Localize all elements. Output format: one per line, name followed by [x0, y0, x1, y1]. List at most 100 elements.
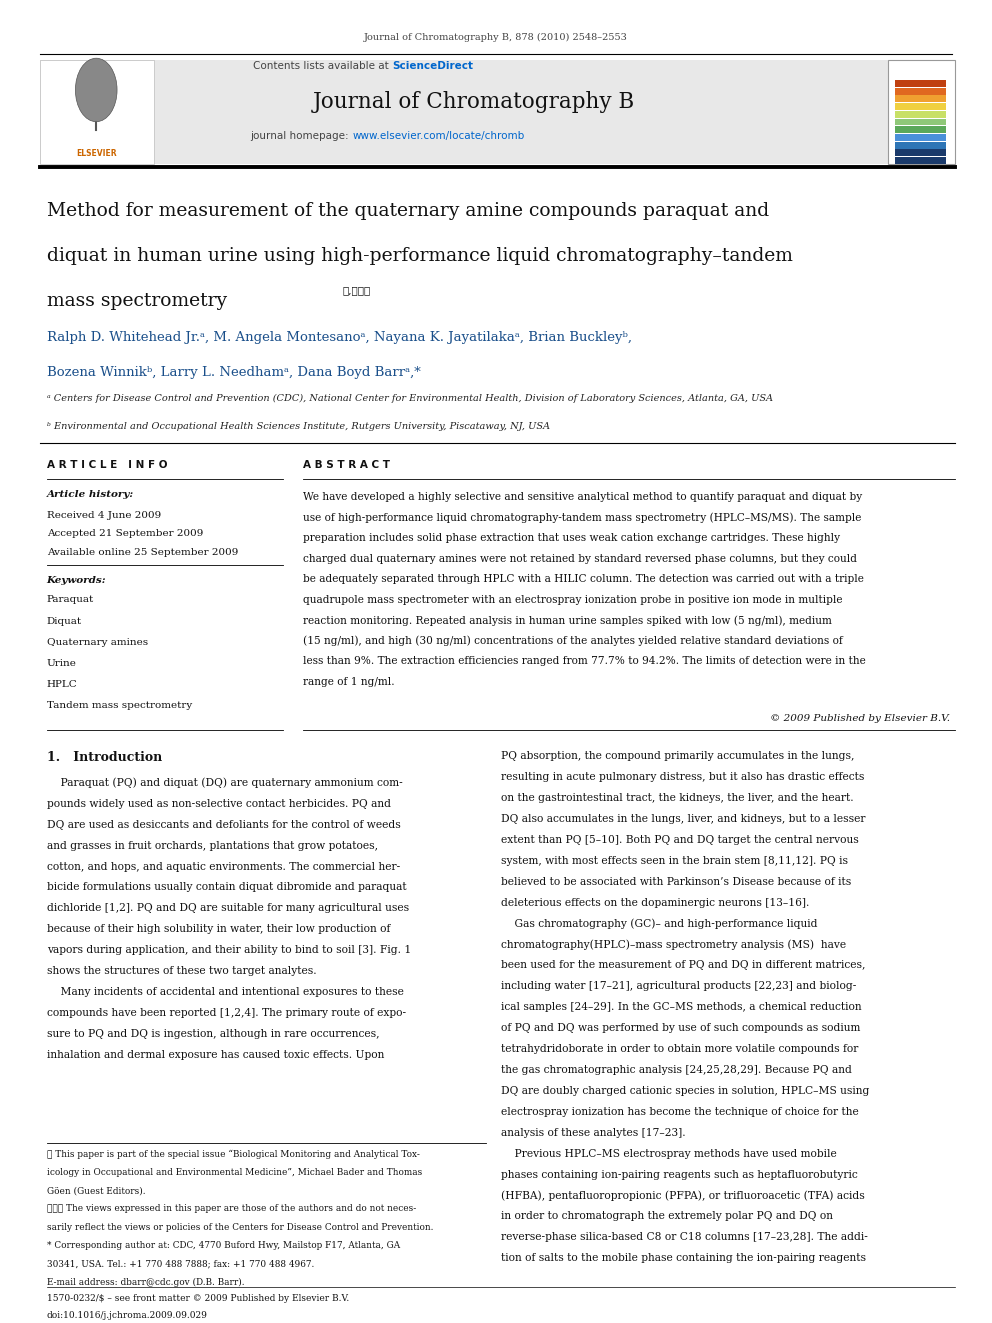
Bar: [895, 134, 946, 142]
Text: analysis of these analytes [17–23].: analysis of these analytes [17–23].: [501, 1127, 685, 1138]
Text: extent than PQ [5–10]. Both PQ and DQ target the central nervous: extent than PQ [5–10]. Both PQ and DQ ta…: [501, 835, 859, 845]
Text: Journal of Chromatography B, 878 (2010) 2548–2553: Journal of Chromatography B, 878 (2010) …: [364, 33, 628, 42]
Bar: [40, 60, 154, 164]
Text: Diquat: Diquat: [47, 617, 81, 626]
Text: sarily reflect the views or policies of the Centers for Disease Control and Prev: sarily reflect the views or policies of …: [47, 1222, 434, 1232]
Bar: [895, 95, 946, 102]
Text: ical samples [24–29]. In the GC–MS methods, a chemical reduction: ical samples [24–29]. In the GC–MS metho…: [501, 1003, 862, 1012]
Text: PQ absorption, the compound primarily accumulates in the lungs,: PQ absorption, the compound primarily ac…: [501, 751, 854, 762]
Text: resulting in acute pulmonary distress, but it also has drastic effects: resulting in acute pulmonary distress, b…: [501, 773, 864, 782]
Text: been used for the measurement of PQ and DQ in different matrices,: been used for the measurement of PQ and …: [501, 960, 865, 971]
Text: Contents lists available at: Contents lists available at: [253, 61, 392, 71]
Bar: [895, 111, 946, 118]
Text: 1570-0232/$ – see front matter © 2009 Published by Elsevier B.V.: 1570-0232/$ – see front matter © 2009 Pu…: [47, 1294, 349, 1303]
Text: phases containing ion-pairing reagents such as heptafluorobutyric: phases containing ion-pairing reagents s…: [501, 1170, 858, 1180]
Text: diquat in human urine using high-performance liquid chromatography–tandem: diquat in human urine using high-perform…: [47, 247, 793, 266]
Text: Previous HPLC–MS electrospray methods have used mobile: Previous HPLC–MS electrospray methods ha…: [501, 1148, 836, 1159]
Text: dichloride [1,2]. PQ and DQ are suitable for many agricultural uses: dichloride [1,2]. PQ and DQ are suitable…: [47, 904, 409, 913]
Text: ★★★ The views expressed in this paper are those of the authors and do not neces-: ★★★ The views expressed in this paper ar…: [47, 1204, 416, 1213]
Text: use of high-performance liquid chromatography-tandem mass spectrometry (HPLC–MS/: use of high-performance liquid chromatog…: [303, 512, 861, 523]
Bar: [895, 103, 946, 110]
Text: including water [17–21], agricultural products [22,23] and biolog-: including water [17–21], agricultural pr…: [501, 982, 856, 991]
Text: 1.   Introduction: 1. Introduction: [47, 751, 162, 765]
Text: preparation includes solid phase extraction that uses weak cation exchange cartr: preparation includes solid phase extract…: [303, 533, 839, 544]
Text: reaction monitoring. Repeated analysis in human urine samples spiked with low (5: reaction monitoring. Repeated analysis i…: [303, 615, 831, 626]
Text: (15 ng/ml), and high (30 ng/ml) concentrations of the analytes yielded relative : (15 ng/ml), and high (30 ng/ml) concentr…: [303, 636, 842, 646]
Bar: [895, 119, 946, 126]
Text: sure to PQ and DQ is ingestion, although in rare occurrences,: sure to PQ and DQ is ingestion, although…: [47, 1029, 379, 1039]
Bar: [888, 60, 955, 164]
Text: charged dual quaternary amines were not retained by standard reversed phase colu: charged dual quaternary amines were not …: [303, 553, 856, 564]
Text: (HFBA), pentafluoropropionic (PFPA), or trifluoroacetic (TFA) acids: (HFBA), pentafluoropropionic (PFPA), or …: [501, 1191, 865, 1201]
Text: Many incidents of accidental and intentional exposures to these: Many incidents of accidental and intenti…: [47, 987, 404, 998]
Bar: [895, 87, 946, 95]
Text: the gas chromatographic analysis [24,25,28,29]. Because PQ and: the gas chromatographic analysis [24,25,…: [501, 1065, 852, 1076]
Text: tion of salts to the mobile phase containing the ion-pairing reagents: tion of salts to the mobile phase contai…: [501, 1253, 866, 1263]
Text: ★ This paper is part of the special issue “Biological Monitoring and Analytical : ★ This paper is part of the special issu…: [47, 1150, 420, 1159]
Text: * Corresponding author at: CDC, 4770 Buford Hwy, Mailstop F17, Atlanta, GA: * Corresponding author at: CDC, 4770 Buf…: [47, 1241, 400, 1250]
Text: tetrahydridoborate in order to obtain more volatile compounds for: tetrahydridoborate in order to obtain mo…: [501, 1044, 858, 1054]
Text: Journal of Chromatography B: Journal of Chromatography B: [313, 91, 635, 112]
Text: ᵃ Centers for Disease Control and Prevention (CDC), National Center for Environm: ᵃ Centers for Disease Control and Preven…: [47, 394, 773, 404]
Text: and grasses in fruit orchards, plantations that grow potatoes,: and grasses in fruit orchards, plantatio…: [47, 840, 378, 851]
Text: ELSEVIER: ELSEVIER: [76, 149, 116, 157]
Text: Keywords:: Keywords:: [47, 576, 106, 585]
Text: Paraquat: Paraquat: [47, 595, 94, 605]
Bar: [895, 126, 946, 134]
Text: journal homepage:: journal homepage:: [250, 131, 352, 142]
Text: Paraquat (PQ) and diquat (DQ) are quaternary ammonium com-: Paraquat (PQ) and diquat (DQ) are quater…: [47, 778, 403, 789]
Bar: [895, 149, 946, 156]
Text: quadrupole mass spectrometer with an electrospray ionization probe in positive i: quadrupole mass spectrometer with an ele…: [303, 595, 842, 605]
Text: DQ are used as desiccants and defoliants for the control of weeds: DQ are used as desiccants and defoliants…: [47, 820, 401, 830]
Text: on the gastrointestinal tract, the kidneys, the liver, and the heart.: on the gastrointestinal tract, the kidne…: [501, 794, 853, 803]
Text: A R T I C L E   I N F O: A R T I C L E I N F O: [47, 460, 167, 471]
Text: mass spectrometry: mass spectrometry: [47, 292, 227, 311]
Text: electrospray ionization has become the technique of choice for the: electrospray ionization has become the t…: [501, 1107, 859, 1117]
Text: Urine: Urine: [47, 659, 76, 668]
Text: system, with most effects seen in the brain stem [8,11,12]. PQ is: system, with most effects seen in the br…: [501, 856, 848, 867]
Text: cotton, and hops, and aquatic environments. The commercial her-: cotton, and hops, and aquatic environmen…: [47, 861, 400, 872]
Text: Received 4 June 2009: Received 4 June 2009: [47, 511, 161, 520]
Text: Bozena Winnikᵇ, Larry L. Needhamᵃ, Dana Boyd Barrᵃ,*: Bozena Winnikᵇ, Larry L. Needhamᵃ, Dana …: [47, 366, 421, 380]
Text: Quaternary amines: Quaternary amines: [47, 638, 148, 647]
Text: less than 9%. The extraction efficiencies ranged from 77.7% to 94.2%. The limits: less than 9%. The extraction efficiencie…: [303, 656, 865, 667]
Text: ScienceDirect: ScienceDirect: [392, 61, 473, 71]
Text: Available online 25 September 2009: Available online 25 September 2009: [47, 548, 238, 557]
Text: range of 1 ng/ml.: range of 1 ng/ml.: [303, 677, 394, 687]
Text: © 2009 Published by Elsevier B.V.: © 2009 Published by Elsevier B.V.: [771, 714, 950, 724]
Text: We have developed a highly selective and sensitive analytical method to quantify: We have developed a highly selective and…: [303, 492, 862, 503]
Ellipse shape: [75, 58, 117, 122]
Text: icology in Occupational and Environmental Medicine”, Michael Bader and Thomas: icology in Occupational and Environmenta…: [47, 1168, 422, 1177]
Text: E-mail address: dbarr@cdc.gov (D.B. Barr).: E-mail address: dbarr@cdc.gov (D.B. Barr…: [47, 1278, 244, 1286]
Text: because of their high solubility in water, their low production of: because of their high solubility in wate…: [47, 925, 390, 934]
Text: of PQ and DQ was performed by use of such compounds as sodium: of PQ and DQ was performed by use of suc…: [501, 1023, 860, 1033]
Text: reverse-phase silica-based C8 or C18 columns [17–23,28]. The addi-: reverse-phase silica-based C8 or C18 col…: [501, 1232, 868, 1242]
Bar: [40, 60, 888, 164]
Text: Accepted 21 September 2009: Accepted 21 September 2009: [47, 529, 203, 538]
Text: deleterious effects on the dopaminergic neurons [13–16].: deleterious effects on the dopaminergic …: [501, 898, 809, 908]
Text: bicide formulations usually contain diquat dibromide and paraquat: bicide formulations usually contain diqu…: [47, 882, 407, 893]
Text: pounds widely used as non-selective contact herbicides. PQ and: pounds widely used as non-selective cont…: [47, 799, 391, 808]
Text: DQ also accumulates in the lungs, liver, and kidneys, but to a lesser: DQ also accumulates in the lungs, liver,…: [501, 814, 865, 824]
Text: Göen (Guest Editors).: Göen (Guest Editors).: [47, 1187, 145, 1195]
Text: Tandem mass spectrometry: Tandem mass spectrometry: [47, 701, 191, 710]
Text: doi:10.1016/j.jchroma.2009.09.029: doi:10.1016/j.jchroma.2009.09.029: [47, 1311, 207, 1320]
Text: shows the structures of these two target analytes.: shows the structures of these two target…: [47, 966, 316, 976]
Text: chromatography(HPLC)–mass spectrometry analysis (MS)  have: chromatography(HPLC)–mass spectrometry a…: [501, 939, 846, 950]
Bar: [895, 79, 946, 87]
Text: DQ are doubly charged cationic species in solution, HPLC–MS using: DQ are doubly charged cationic species i…: [501, 1086, 869, 1095]
Text: inhalation and dermal exposure has caused toxic effects. Upon: inhalation and dermal exposure has cause…: [47, 1049, 384, 1060]
Text: in order to chromatograph the extremely polar PQ and DQ on: in order to chromatograph the extremely …: [501, 1212, 833, 1221]
Text: ᵇ Environmental and Occupational Health Sciences Institute, Rutgers University, : ᵇ Environmental and Occupational Health …: [47, 422, 550, 431]
Text: HPLC: HPLC: [47, 680, 77, 689]
Text: A B S T R A C T: A B S T R A C T: [303, 460, 390, 471]
Text: Article history:: Article history:: [47, 490, 134, 499]
Text: ★,★★★: ★,★★★: [342, 286, 370, 295]
Text: www.elsevier.com/locate/chromb: www.elsevier.com/locate/chromb: [352, 131, 525, 142]
Text: Ralph D. Whitehead Jr.ᵃ, M. Angela Montesanoᵃ, Nayana K. Jayatilakaᵃ, Brian Buck: Ralph D. Whitehead Jr.ᵃ, M. Angela Monte…: [47, 331, 632, 344]
Text: vapors during application, and their ability to bind to soil [3]. Fig. 1: vapors during application, and their abi…: [47, 945, 411, 955]
Bar: [895, 142, 946, 148]
Text: be adequately separated through HPLC with a HILIC column. The detection was carr: be adequately separated through HPLC wit…: [303, 574, 863, 585]
Text: believed to be associated with Parkinson’s Disease because of its: believed to be associated with Parkinson…: [501, 877, 851, 886]
Text: 30341, USA. Tel.: +1 770 488 7888; fax: +1 770 488 4967.: 30341, USA. Tel.: +1 770 488 7888; fax: …: [47, 1259, 314, 1269]
